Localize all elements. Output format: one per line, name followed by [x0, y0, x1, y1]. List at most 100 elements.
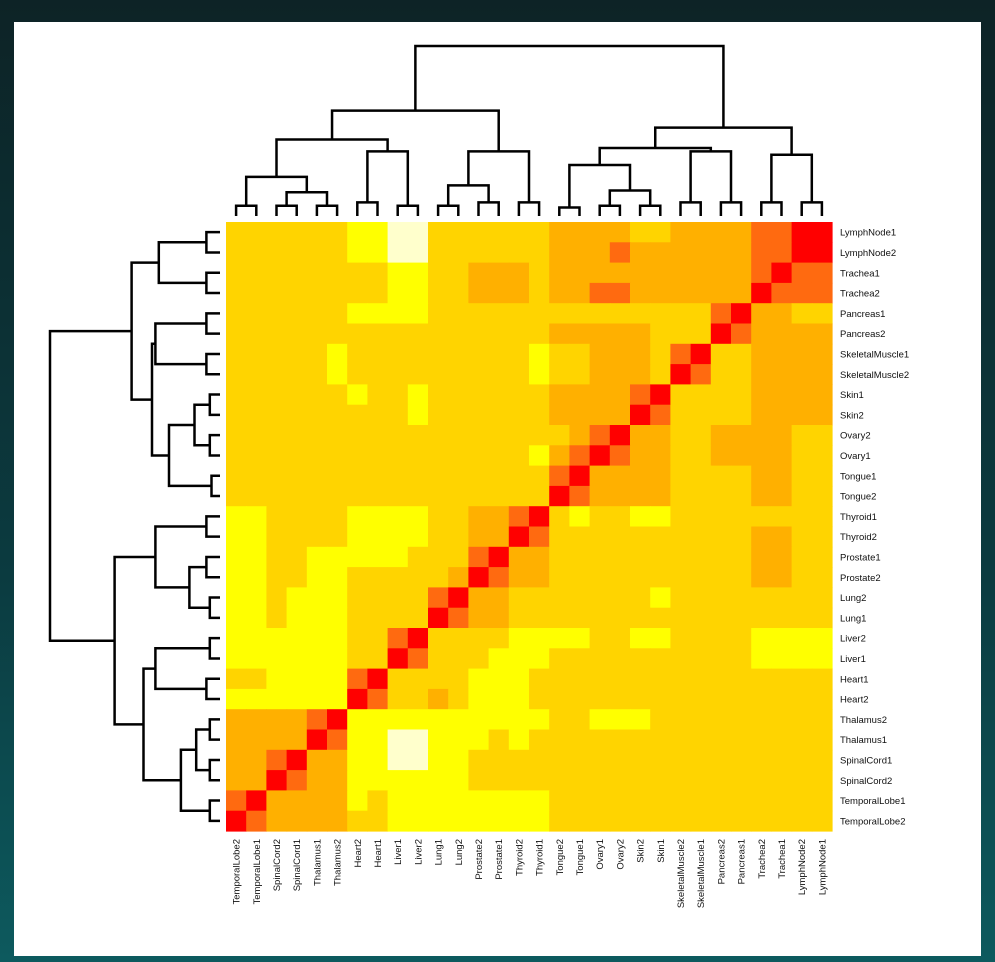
heatmap-cell	[630, 404, 651, 426]
heatmap-cell	[448, 445, 469, 467]
heatmap-cell	[468, 282, 490, 304]
heatmap-cell	[407, 648, 429, 670]
heatmap-cell	[751, 465, 772, 487]
column-label: Heart2	[353, 839, 364, 868]
heatmap-cell	[306, 567, 328, 588]
heatmap-cell	[589, 628, 611, 649]
heatmap-cell	[468, 628, 490, 649]
heatmap-cell	[771, 526, 793, 548]
heatmap-cell	[549, 404, 570, 426]
row-label: Tongue2	[840, 492, 876, 503]
heatmap-cell	[771, 282, 793, 304]
heatmap-cell	[791, 404, 813, 426]
heatmap-cell	[791, 709, 813, 731]
heatmap-cell	[771, 810, 793, 832]
heatmap-cell	[468, 648, 490, 670]
heatmap-cell	[407, 465, 429, 487]
heatmap-cell	[630, 506, 651, 528]
heatmap-cell	[549, 526, 570, 548]
heatmap-cell	[569, 709, 591, 731]
heatmap-cell	[650, 222, 671, 243]
heatmap-cell	[246, 749, 267, 771]
heatmap-cell	[488, 709, 510, 731]
heatmap-cell	[690, 749, 712, 771]
heatmap-cell	[630, 729, 651, 751]
heatmap-cell	[650, 343, 671, 365]
heatmap-cell	[529, 628, 550, 649]
heatmap-cell	[710, 506, 732, 528]
heatmap-cell	[407, 485, 429, 507]
heatmap-cell	[630, 688, 651, 710]
heatmap-cell	[226, 485, 247, 507]
row-label: LymphNode1	[840, 228, 896, 239]
column-label: Ovary1	[595, 839, 606, 870]
heatmap-cell	[266, 628, 288, 649]
heatmap-cell	[508, 404, 530, 426]
heatmap-cell	[488, 242, 510, 264]
heatmap-cell	[609, 628, 631, 649]
heatmap-cell	[246, 262, 267, 284]
heatmap-cell	[569, 282, 591, 304]
heatmap-cell	[569, 587, 591, 609]
heatmap-cell	[670, 222, 692, 243]
heatmap-cell	[609, 485, 631, 507]
heatmap-cell	[670, 323, 692, 345]
heatmap-cell	[266, 546, 288, 568]
heatmap-cell	[327, 648, 348, 670]
heatmap-cell	[428, 749, 449, 771]
heatmap-cell	[306, 688, 328, 710]
heatmap-cell	[508, 323, 530, 345]
heatmap-cell	[791, 607, 813, 629]
row-label: Ovary1	[840, 451, 871, 462]
heatmap-cell	[488, 628, 510, 649]
heatmap-cell	[286, 587, 308, 609]
heatmap-cell	[791, 749, 813, 771]
heatmap-cell	[246, 770, 267, 791]
heatmap-cell	[791, 384, 813, 406]
heatmap-cell	[407, 343, 429, 365]
heatmap-cell	[468, 546, 490, 568]
column-label: Skin1	[656, 839, 667, 863]
heatmap-cell	[791, 729, 813, 751]
heatmap-cell	[306, 343, 328, 365]
heatmap-cell	[266, 282, 288, 304]
heatmap-cell	[650, 485, 671, 507]
heatmap-cell	[407, 810, 429, 832]
heatmap-cell	[488, 343, 510, 365]
heatmap-cell	[448, 404, 469, 426]
heatmap-cell	[529, 749, 550, 771]
dendrogram-branch	[193, 403, 210, 447]
dendrogram-branch	[154, 647, 210, 691]
heatmap-cell	[589, 485, 611, 507]
heatmap-cell	[226, 546, 247, 568]
heatmap-cell	[529, 587, 550, 609]
heatmap-cell	[731, 384, 752, 406]
heatmap-cell	[387, 567, 409, 588]
heatmap-cell	[731, 770, 752, 791]
heatmap-cell	[569, 567, 591, 588]
heatmap-cell	[266, 810, 288, 832]
heatmap-cell	[710, 303, 732, 325]
heatmap-cell	[306, 364, 328, 385]
column-label: Pancreas1	[737, 839, 748, 884]
heatmap-cell	[609, 404, 631, 426]
heatmap-cell	[710, 668, 732, 690]
column-label: Lung1	[434, 839, 445, 865]
heatmap-cell	[367, 628, 389, 649]
heatmap-cell	[448, 343, 469, 365]
heatmap-cell	[609, 222, 631, 243]
heatmap-cell	[428, 607, 449, 629]
heatmap-cell	[327, 364, 348, 385]
heatmap-cell	[428, 242, 449, 264]
heatmap-cell	[286, 648, 308, 670]
heatmap-cell	[448, 323, 469, 345]
heatmap-cell	[407, 749, 429, 771]
heatmap-cell	[589, 526, 611, 548]
heatmap-cell	[811, 506, 833, 528]
heatmap-cell	[650, 668, 671, 690]
dendrogram-branch	[205, 271, 220, 295]
heatmap-cell	[569, 404, 591, 426]
heatmap-cell	[387, 546, 409, 568]
heatmap-cell	[448, 567, 469, 588]
heatmap-cell	[448, 303, 469, 325]
